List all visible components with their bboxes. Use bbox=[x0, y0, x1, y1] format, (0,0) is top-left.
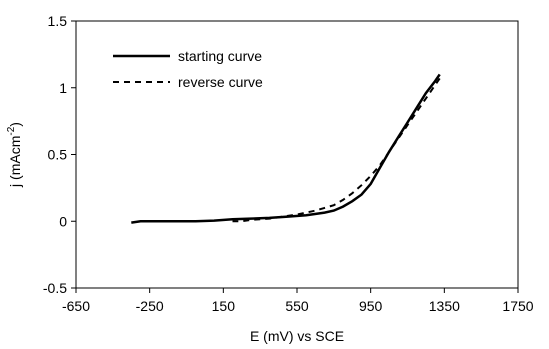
series-group bbox=[131, 73, 441, 224]
x-tick-label: 950 bbox=[359, 298, 383, 314]
y-axis-ticks: -0.5 0 0.5 1 1.5 bbox=[43, 13, 76, 296]
y-axis-label-close: ) bbox=[7, 122, 23, 127]
x-axis-ticks: -650 -250 150 550 950 1350 1750 bbox=[62, 288, 534, 314]
plot-area: -650 -250 150 550 950 1350 1750 -0.5 0 0.5 1 1.5 s… bbox=[43, 13, 534, 314]
x-tick-label: 550 bbox=[285, 298, 309, 314]
x-tick-label: -250 bbox=[136, 298, 164, 314]
series-line-starting-curve bbox=[131, 73, 441, 224]
legend-label: starting curve bbox=[178, 48, 262, 64]
x-tick-label: 1750 bbox=[502, 298, 533, 314]
x-axis-label: E (mV) vs SCE bbox=[250, 328, 344, 344]
y-axis-label-superscript: -2 bbox=[6, 126, 17, 135]
y-tick-label: 1.5 bbox=[48, 13, 68, 29]
legend: starting curve reverse curve bbox=[113, 48, 263, 90]
y-tick-label: 1 bbox=[59, 80, 67, 96]
x-tick-label: 1350 bbox=[429, 298, 460, 314]
legend-label: reverse curve bbox=[178, 74, 263, 90]
y-tick-label: 0 bbox=[59, 213, 67, 229]
y-tick-label: -0.5 bbox=[43, 280, 67, 296]
x-tick-label: -650 bbox=[62, 298, 90, 314]
y-axis-label: j (mAcm-2) bbox=[6, 122, 23, 188]
x-tick-label: 150 bbox=[212, 298, 236, 314]
y-axis-label-main: j (mAcm bbox=[7, 136, 23, 188]
y-tick-label: 0.5 bbox=[48, 147, 68, 163]
series-line-reverse-curve bbox=[232, 77, 441, 223]
plot-frame bbox=[75, 20, 519, 289]
